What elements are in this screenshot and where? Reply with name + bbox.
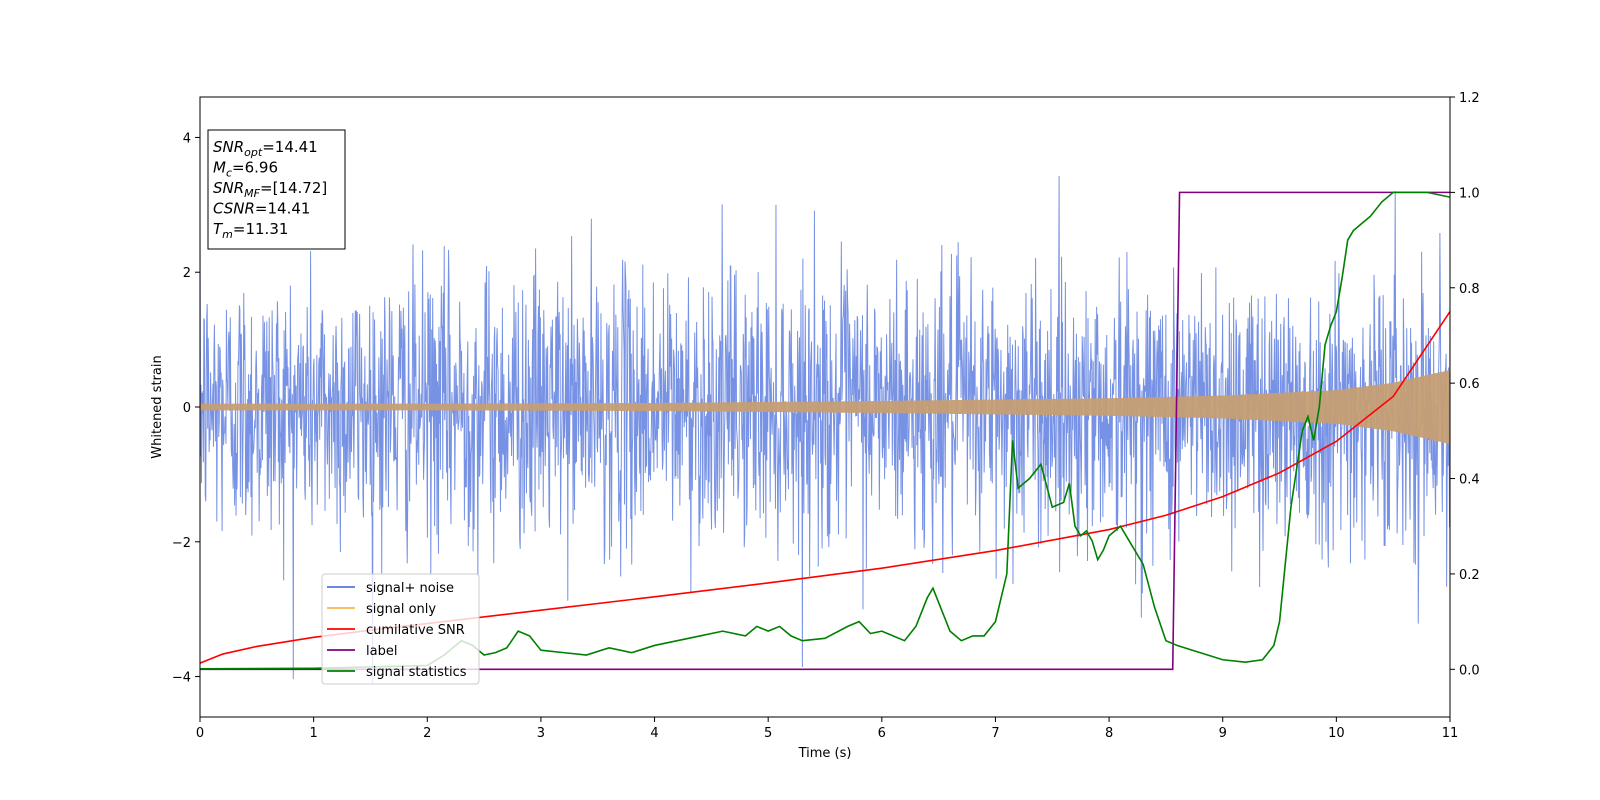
legend-label: label	[366, 644, 397, 659]
signal-only-series	[200, 369, 1450, 445]
x-tick-label: 7	[991, 726, 999, 741]
x-tick-label: 3	[537, 726, 545, 741]
y-right-tick-label: 0.8	[1459, 282, 1480, 297]
x-tick-label: 8	[1105, 726, 1113, 741]
y-axis-right: 0.0 0.2 0.4 0.6 0.8 1.0 1.2	[1450, 91, 1480, 678]
signal-plus-noise-series	[200, 175, 1450, 684]
y-left-tick-label: −2	[172, 536, 191, 551]
y-right-tick-label: 0.4	[1459, 473, 1480, 488]
y-right-tick-label: 0.0	[1459, 663, 1480, 678]
x-tick-label: 2	[423, 726, 431, 741]
legend-label: signal statistics	[366, 665, 467, 680]
x-tick-label: 11	[1442, 726, 1459, 741]
plot-area	[200, 175, 1450, 684]
info-box-line: Mc=6.96	[213, 159, 278, 180]
signal-statistics-series	[200, 191, 1450, 670]
y-left-tick-label: 4	[183, 131, 191, 146]
info-box-frame	[207, 129, 346, 250]
x-axis: 0 1 2 3 4 5 6 7 8 9 10 11	[196, 717, 1458, 741]
y-right-tick-label: 0.2	[1459, 568, 1480, 583]
legend-label: cumilative SNR	[366, 623, 465, 638]
x-tick-label: 0	[196, 726, 204, 741]
y-right-tick-label: 0.6	[1459, 377, 1480, 392]
x-tick-label: 9	[1219, 726, 1227, 741]
y-axis-label: Whitened strain	[150, 355, 165, 458]
x-tick-label: 6	[878, 726, 886, 741]
x-tick-label: 4	[650, 726, 658, 741]
cumulative-snr-series	[200, 311, 1450, 664]
x-axis-label: Time (s)	[798, 746, 852, 761]
info-box-line: SNRMF=[14.72]	[213, 179, 327, 200]
x-tick-label: 1	[309, 726, 317, 741]
x-tick-label: 10	[1328, 726, 1345, 741]
legend-label: signal+ noise	[366, 581, 454, 596]
y-left-tick-label: −4	[172, 671, 191, 686]
y-right-tick-label: 1.0	[1459, 186, 1480, 201]
legend-label: signal only	[366, 602, 436, 617]
info-box: SNRopt=14.41Mc=6.96SNRMF=[14.72]CSNR=14.…	[207, 129, 346, 250]
legend: signal+ noise signal only cumilative SNR la…	[321, 573, 480, 685]
y-axis-left: −4 −2 0 2 4	[172, 131, 200, 686]
info-box-line: SNRopt=14.41	[213, 138, 318, 159]
legend-frame	[321, 573, 480, 685]
info-box-line: Tm=11.31	[213, 220, 288, 241]
y-right-tick-label: 1.2	[1459, 91, 1480, 106]
y-left-tick-label: 2	[183, 266, 191, 281]
info-box-line: CSNR=14.41	[213, 200, 310, 218]
y-left-tick-label: 0	[183, 401, 191, 416]
x-tick-label: 5	[764, 726, 772, 741]
label-series	[200, 191, 1450, 671]
